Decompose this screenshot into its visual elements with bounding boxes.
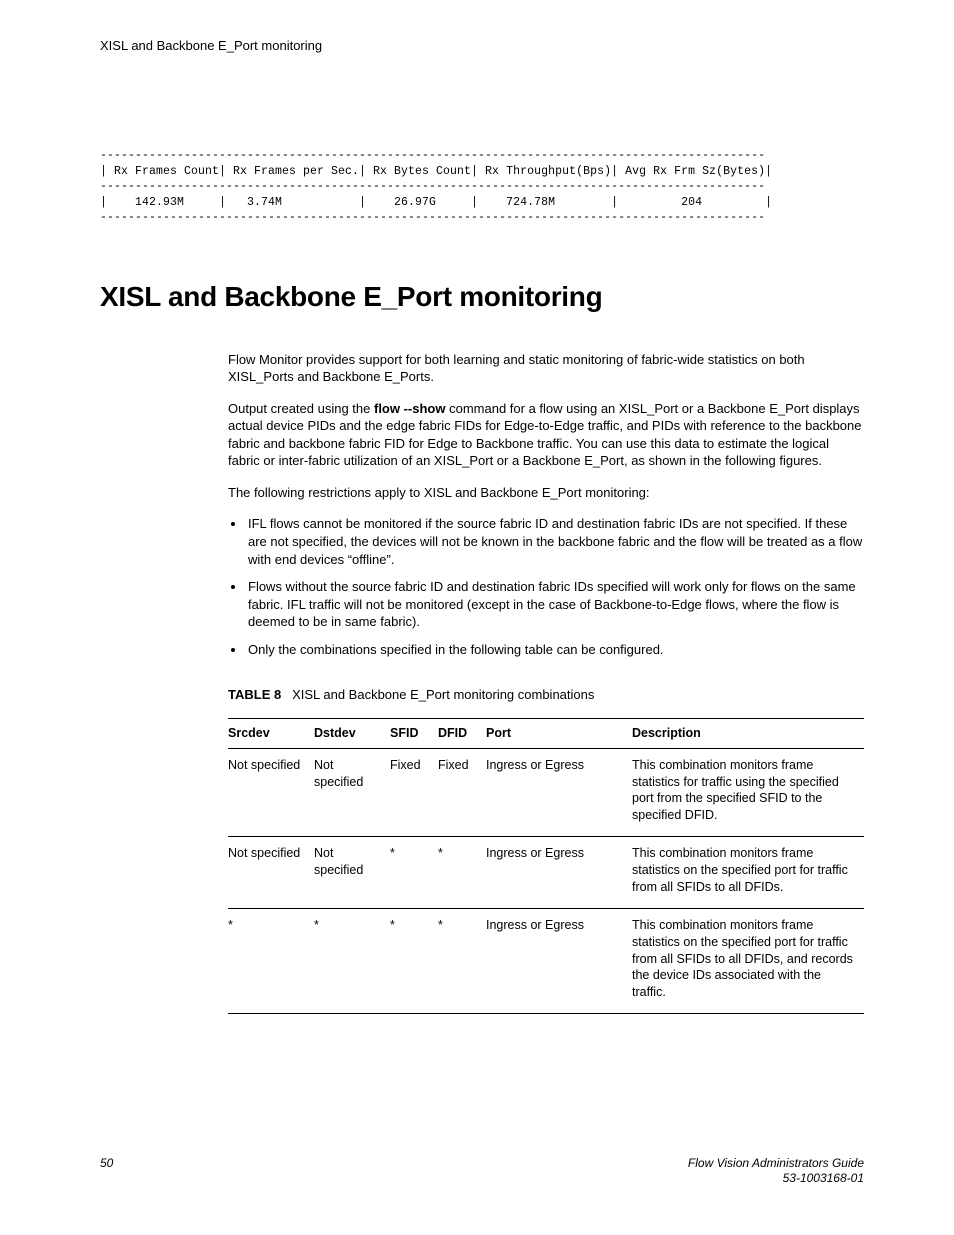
cell-dstdev: * <box>314 908 390 1013</box>
paragraph-1: Flow Monitor provides support for both l… <box>228 351 864 386</box>
table-row: Not specified Not specified Fixed Fixed … <box>228 748 864 837</box>
cell-sfid: * <box>390 837 438 909</box>
ascii-header-row: | Rx Frames Count| Rx Frames per Sec.| R… <box>100 165 772 178</box>
p2-part-a: Output created using the <box>228 401 374 416</box>
running-header: XISL and Backbone E_Port monitoring <box>100 38 864 53</box>
th-port: Port <box>486 718 632 748</box>
cell-desc: This combination monitors frame statisti… <box>632 748 864 837</box>
cell-srcdev: Not specified <box>228 837 314 909</box>
doc-title: Flow Vision Administrators Guide <box>688 1156 864 1170</box>
dash-line-2: ----------------------------------------… <box>100 180 765 193</box>
th-srcdev: Srcdev <box>228 718 314 748</box>
list-item: IFL flows cannot be monitored if the sou… <box>246 515 864 568</box>
th-desc: Description <box>632 718 864 748</box>
paragraph-2: Output created using the flow --show com… <box>228 400 864 470</box>
table-label: TABLE 8 <box>228 687 281 702</box>
doc-id: 53-1003168-01 <box>783 1171 864 1185</box>
cell-srcdev: * <box>228 908 314 1013</box>
cell-sfid: Fixed <box>390 748 438 837</box>
th-sfid: SFID <box>390 718 438 748</box>
cell-dstdev: Not specified <box>314 837 390 909</box>
cell-dfid: * <box>438 837 486 909</box>
th-dfid: DFID <box>438 718 486 748</box>
page: XISL and Backbone E_Port monitoring ----… <box>0 0 954 1235</box>
ascii-output: ----------------------------------------… <box>100 148 864 226</box>
flow-show-command: flow --show <box>374 401 446 416</box>
table-header-row: Srcdev Dstdev SFID DFID Port Description <box>228 718 864 748</box>
cell-dstdev: Not specified <box>314 748 390 837</box>
dash-line-1: ----------------------------------------… <box>100 149 765 162</box>
cell-desc: This combination monitors frame statisti… <box>632 837 864 909</box>
cell-srcdev: Not specified <box>228 748 314 837</box>
table-caption-text: XISL and Backbone E_Port monitoring comb… <box>292 687 594 702</box>
cell-port: Ingress or Egress <box>486 748 632 837</box>
dash-line-3: ----------------------------------------… <box>100 211 765 224</box>
th-dstdev: Dstdev <box>314 718 390 748</box>
cell-port: Ingress or Egress <box>486 908 632 1013</box>
combinations-table: Srcdev Dstdev SFID DFID Port Description… <box>228 718 864 1014</box>
cell-port: Ingress or Egress <box>486 837 632 909</box>
cell-dfid: * <box>438 908 486 1013</box>
restrictions-list: IFL flows cannot be monitored if the sou… <box>228 515 864 658</box>
ascii-data-row: | 142.93M | 3.74M | 26.97G | 724.78M | 2… <box>100 196 772 209</box>
section-title: XISL and Backbone E_Port monitoring <box>100 281 864 313</box>
table-row: Not specified Not specified * * Ingress … <box>228 837 864 909</box>
page-number: 50 <box>100 1156 113 1170</box>
cell-desc: This combination monitors frame statisti… <box>632 908 864 1013</box>
body-text: Flow Monitor provides support for both l… <box>228 351 864 1015</box>
table-row: * * * * Ingress or Egress This combinati… <box>228 908 864 1013</box>
cell-dfid: Fixed <box>438 748 486 837</box>
paragraph-3: The following restrictions apply to XISL… <box>228 484 864 502</box>
cell-sfid: * <box>390 908 438 1013</box>
doc-info: Flow Vision Administrators Guide 53-1003… <box>688 1156 864 1187</box>
table-caption: TABLE 8 XISL and Backbone E_Port monitor… <box>228 686 864 704</box>
list-item: Only the combinations specified in the f… <box>246 641 864 659</box>
page-footer: 50 Flow Vision Administrators Guide 53-1… <box>100 1156 864 1187</box>
list-item: Flows without the source fabric ID and d… <box>246 578 864 631</box>
